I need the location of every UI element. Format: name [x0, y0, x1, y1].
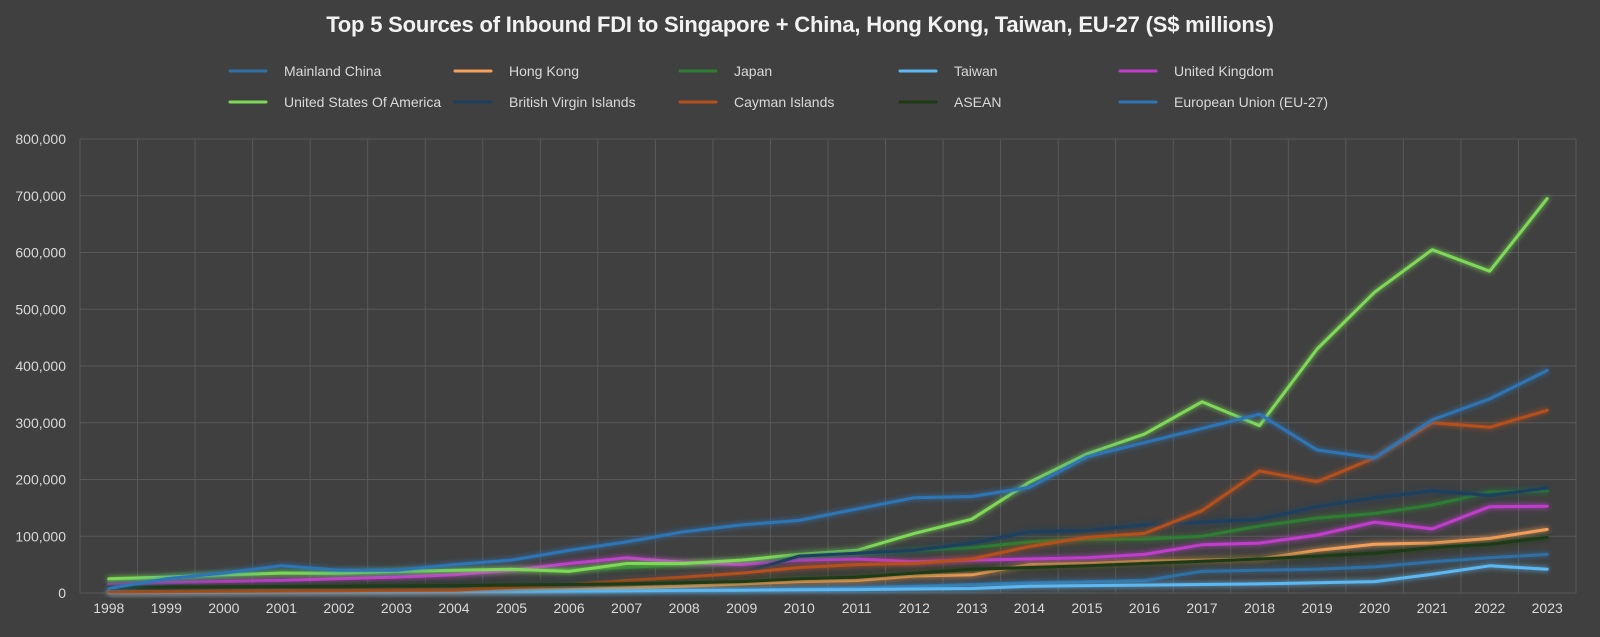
legend-entry: British Virgin Islands	[453, 94, 636, 110]
x-tick-label: 2001	[266, 600, 297, 616]
x-tick-label: 2007	[611, 600, 642, 616]
x-tick-label: 2008	[669, 600, 700, 616]
legend: Mainland China Hong Kong Japan Taiwan United…	[228, 63, 1328, 110]
series-line-european-union-eu-27	[107, 369, 1549, 590]
legend-entry: Mainland China	[228, 63, 381, 79]
x-tick-label: 2003	[381, 600, 412, 616]
legend-label: British Virgin Islands	[509, 94, 636, 110]
legend-label: European Union (EU-27)	[1174, 94, 1328, 110]
x-tick-label: 2004	[438, 600, 469, 616]
y-tick-label: 200,000	[15, 472, 66, 488]
legend-label: Mainland China	[284, 63, 381, 79]
x-tick-label: 2009	[726, 600, 757, 616]
legend-entry: Japan	[678, 63, 772, 79]
x-tick-label: 2002	[323, 600, 354, 616]
x-tick-label: 1999	[151, 600, 182, 616]
x-tick-label: 2015	[1071, 600, 1102, 616]
legend-label: Hong Kong	[509, 63, 579, 79]
series-line-united-states-of-america	[107, 197, 1549, 581]
x-tick-label: 2013	[956, 600, 987, 616]
y-tick-label: 400,000	[15, 358, 66, 374]
legend-entry: Cayman Islands	[678, 94, 834, 110]
chart-title: Top 5 Sources of Inbound FDI to Singapor…	[326, 12, 1274, 37]
legend-entry: European Union (EU-27)	[1118, 94, 1328, 110]
y-tick-label: 300,000	[15, 415, 66, 431]
y-tick-label: 800,000	[15, 131, 66, 147]
series-line-united-kingdom	[107, 504, 1549, 586]
series-line-asean	[107, 535, 1549, 589]
legend-label: ASEAN	[954, 94, 1001, 110]
x-tick-label: 2016	[1129, 600, 1160, 616]
x-tick-label: 2006	[553, 600, 584, 616]
y-axis-ticks: 0 100,000 200,000 300,000 400,000 500,000 600,…	[15, 131, 66, 601]
series-lines	[107, 197, 1549, 595]
y-tick-label: 700,000	[15, 188, 66, 204]
x-tick-label: 2017	[1186, 600, 1217, 616]
y-tick-label: 0	[58, 585, 66, 601]
legend-label: United States Of America	[284, 94, 441, 110]
legend-entry: United States Of America	[228, 94, 441, 110]
gridlines	[79, 138, 1577, 594]
x-tick-label: 2010	[784, 600, 815, 616]
series-line-cayman-islands	[107, 408, 1549, 594]
x-tick-label: 2018	[1244, 600, 1275, 616]
legend-label: Taiwan	[954, 63, 998, 79]
x-tick-label: 2019	[1301, 600, 1332, 616]
legend-label: Japan	[734, 63, 772, 79]
x-tick-label: 2020	[1359, 600, 1390, 616]
x-tick-label: 2011	[842, 600, 872, 616]
x-tick-label: 2022	[1474, 600, 1505, 616]
y-tick-label: 100,000	[15, 528, 66, 544]
legend-label: United Kingdom	[1174, 63, 1274, 79]
x-tick-label: 2021	[1417, 600, 1448, 616]
legend-label: Cayman Islands	[734, 94, 834, 110]
x-axis-ticks: 1998 1999 2000 2001 2002 2003 2004 2005 2006 2007…	[93, 600, 1563, 616]
y-tick-label: 500,000	[15, 301, 66, 317]
x-tick-label: 2005	[496, 600, 527, 616]
x-tick-label: 2023	[1532, 600, 1563, 616]
legend-entry: Taiwan	[898, 63, 998, 79]
x-tick-label: 1998	[93, 600, 124, 616]
legend-entry: Hong Kong	[453, 63, 579, 79]
legend-entry: ASEAN	[898, 94, 1001, 110]
y-tick-label: 600,000	[15, 245, 66, 261]
x-tick-label: 2014	[1014, 600, 1045, 616]
x-tick-label: 2012	[899, 600, 930, 616]
x-tick-label: 2000	[208, 600, 239, 616]
legend-entry: United Kingdom	[1118, 63, 1274, 79]
